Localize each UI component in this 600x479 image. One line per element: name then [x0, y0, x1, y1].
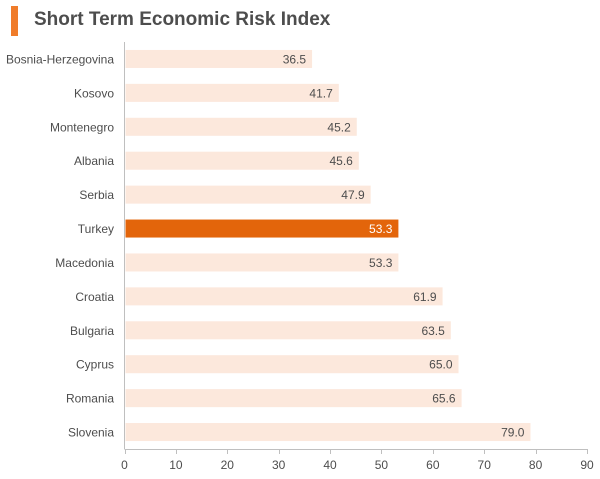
bar-romania	[125, 389, 462, 408]
value-label: 79.0	[501, 426, 525, 440]
bar-montenegro	[125, 117, 357, 136]
bar-serbia	[125, 185, 371, 204]
x-tick-label: 0	[121, 458, 128, 472]
bar-kosovo	[125, 83, 339, 102]
x-tick-label: 20	[221, 458, 235, 472]
category-label: Cyprus	[76, 358, 114, 372]
category-label: Turkey	[78, 222, 114, 236]
value-label: 65.0	[429, 358, 453, 372]
value-label: 53.3	[369, 222, 393, 236]
category-label: Croatia	[75, 290, 114, 304]
bar-turkey	[125, 219, 399, 238]
value-label: 63.5	[421, 324, 445, 338]
category-label: Serbia	[79, 188, 114, 202]
bar-slovenia	[125, 423, 531, 442]
x-tick-label: 80	[529, 458, 543, 472]
category-label: Slovenia	[68, 426, 114, 440]
value-label: 36.5	[283, 52, 307, 66]
value-label: 61.9	[413, 290, 437, 304]
x-tick-label: 70	[478, 458, 492, 472]
category-label: Bosnia-Herzegovina	[6, 52, 114, 66]
value-label: 53.3	[369, 256, 393, 270]
x-tick-label: 60	[426, 458, 440, 472]
x-tick-label: 40	[323, 458, 337, 472]
category-label: Kosovo	[74, 86, 114, 100]
title-accent-bar	[11, 6, 18, 36]
bar-macedonia	[125, 253, 399, 272]
category-label: Romania	[66, 392, 114, 406]
value-label: 65.6	[432, 392, 456, 406]
category-label: Montenegro	[50, 120, 114, 134]
bar-albania	[125, 151, 359, 170]
bar-cyprus	[125, 355, 459, 374]
category-label: Bulgaria	[70, 324, 114, 338]
x-tick-label: 90	[580, 458, 594, 472]
x-tick-label: 10	[169, 458, 183, 472]
value-label: 45.6	[329, 154, 353, 168]
value-label: 47.9	[341, 188, 365, 202]
category-label: Macedonia	[55, 256, 114, 270]
value-label: 45.2	[327, 120, 351, 134]
bar-croatia	[125, 287, 443, 306]
x-tick-label: 50	[375, 458, 389, 472]
value-label: 41.7	[309, 86, 333, 100]
bar-bulgaria	[125, 321, 451, 340]
x-tick-label: 30	[272, 458, 286, 472]
chart-title: Short Term Economic Risk Index	[34, 9, 331, 30]
bar-bosnia-herzegovina	[125, 49, 313, 68]
category-label: Albania	[74, 154, 114, 168]
